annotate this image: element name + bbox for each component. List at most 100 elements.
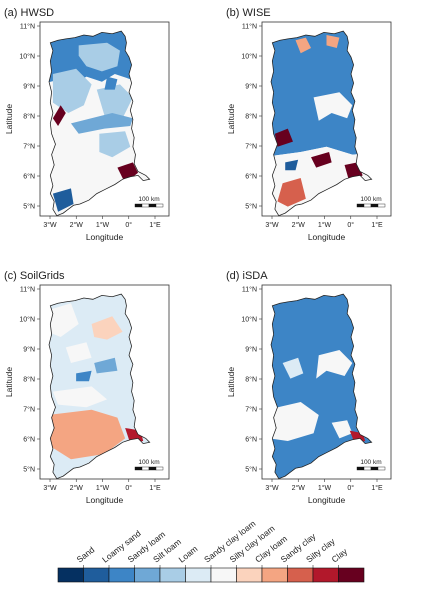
lat-tick-label: 9°N [245, 83, 257, 91]
scale-bar-segment [370, 203, 379, 208]
legend-swatch [108, 567, 135, 583]
lon-tick-label: 1°W [318, 221, 332, 229]
zone-clay-loam-north [91, 316, 123, 340]
lat-tick-label: 8°N [245, 376, 257, 384]
legend-swatch [312, 567, 339, 583]
lon-tick-label: 3°W [265, 221, 279, 229]
scale-bar-segment [377, 466, 386, 471]
zone-silt-loam [94, 357, 118, 374]
lon-tick-label: 2°W [292, 221, 306, 229]
map-b [270, 30, 373, 217]
lat-tick-label: 7°N [245, 143, 257, 151]
figure-labels: (a) HWSD 11°N 10°N 9°N 8°N 7°N 6°N 5°N 3°W 2°W 1°W… [4, 7, 392, 505]
lon-tick-label: 1°W [96, 221, 110, 229]
zone-sandy-loam-patch [76, 370, 92, 382]
lat-tick-label: 5°N [245, 466, 257, 474]
scale-bar-segment [370, 466, 379, 471]
scale-bar-label: 100 km [360, 196, 381, 203]
scale-bar-segment [363, 466, 372, 471]
legend-swatch [236, 567, 263, 583]
y-axis-label: Latitude [4, 367, 14, 398]
zone-silt-band [70, 113, 133, 134]
zone-loamy-sand-sw [52, 188, 74, 212]
scale-bar-label: 100 km [360, 459, 381, 466]
map-a [48, 30, 151, 217]
lat-tick-label: 9°N [23, 346, 35, 354]
legend-swatch [57, 567, 84, 583]
panel-d-isda [270, 293, 373, 480]
lat-tick-label: 7°N [245, 406, 257, 414]
zone-silty-clay [277, 178, 306, 207]
lon-tick-label: 3°W [265, 484, 279, 492]
map-d [270, 293, 373, 480]
scale-bar-segment [148, 203, 157, 208]
lon-tick-label: 3°W [43, 484, 57, 492]
y-axis-label: Latitude [226, 104, 236, 135]
map-frame [261, 21, 392, 217]
lon-tick-label: 2°W [70, 484, 84, 492]
zone-sandy-loam-patch [104, 76, 118, 90]
lon-tick-label: 0° [125, 221, 132, 229]
panel-a-hwsd [48, 30, 151, 217]
lat-tick-label: 10°N [19, 316, 35, 324]
scale-bar-segment [155, 466, 164, 471]
zone-sandy-clay-2 [326, 35, 340, 48]
scale-bar-label: 100 km [138, 196, 159, 203]
legend-swatch [210, 567, 237, 583]
panel-title: (d) iSDA [226, 270, 268, 282]
lat-tick-label: 6°N [245, 436, 257, 444]
scale-bar-segment [148, 466, 157, 471]
zone-white-river [313, 92, 353, 121]
y-axis-label: Latitude [226, 367, 236, 398]
scale-bar-label: 100 km [138, 459, 159, 466]
zone-loamy-sand [285, 159, 299, 171]
zone-clay-wise-west [274, 128, 293, 147]
lat-tick-label: 10°N [241, 316, 257, 324]
scale-bar-segment [134, 466, 143, 471]
lon-tick-label: 0° [347, 484, 354, 492]
map-c [48, 293, 151, 480]
lat-tick-label: 11°N [242, 286, 257, 294]
map-frame [39, 284, 170, 480]
scale-bar-segment [141, 466, 150, 471]
zone-white-patch-1 [282, 357, 304, 379]
zone-loam-west [52, 68, 92, 113]
scale-bar-segment [155, 203, 164, 208]
panel-c-soilgrids [48, 293, 151, 480]
scale-bar-segment [141, 203, 150, 208]
lat-tick-label: 5°N [23, 466, 35, 474]
lat-tick-label: 5°N [245, 203, 257, 211]
zone-white-mid [65, 342, 92, 363]
lat-tick-label: 11°N [20, 23, 35, 31]
lat-tick-label: 8°N [23, 113, 35, 121]
lon-tick-label: 2°W [292, 484, 306, 492]
map-frame [39, 21, 170, 217]
panel-title: (a) HWSD [4, 7, 54, 19]
lon-tick-label: 0° [125, 484, 132, 492]
scale-bar-segment [356, 203, 365, 208]
zone-loam-north [78, 42, 120, 72]
lon-tick-label: 1°E [371, 221, 383, 229]
zone-loam-mid [99, 131, 131, 158]
zone-clay-east [344, 162, 363, 184]
x-axis-label: Longitude [86, 232, 124, 242]
zone-white-east [331, 420, 353, 439]
zone-white-river [316, 350, 353, 379]
lat-tick-label: 10°N [19, 53, 35, 61]
legend-swatch [83, 567, 110, 583]
lat-tick-label: 11°N [242, 23, 257, 31]
legend-swatch [261, 567, 288, 583]
lat-tick-label: 8°N [23, 376, 35, 384]
scale-bar-segment [377, 203, 386, 208]
panel-title: (b) WISE [226, 7, 271, 19]
lon-tick-label: 2°W [70, 221, 84, 229]
scale-bar-segment [363, 203, 372, 208]
lon-tick-label: 1°E [371, 484, 383, 492]
zone-clay-west [52, 105, 66, 126]
zone-white-band [52, 386, 108, 408]
legend-swatch [134, 567, 161, 583]
ghana-base [271, 294, 372, 479]
legend-swatch [287, 567, 314, 583]
zone-sandy-clay-south [49, 409, 126, 460]
